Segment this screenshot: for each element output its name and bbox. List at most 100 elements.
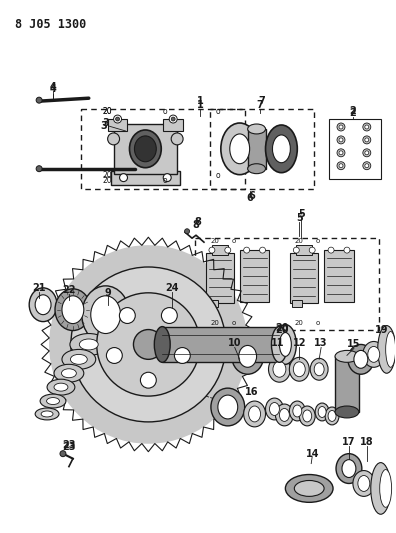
Ellipse shape [154, 327, 170, 362]
Ellipse shape [41, 411, 53, 417]
Ellipse shape [239, 345, 257, 367]
Ellipse shape [328, 410, 336, 422]
Bar [329, 119, 381, 179]
Text: 13: 13 [314, 338, 328, 349]
Ellipse shape [54, 365, 84, 382]
Text: 4: 4 [50, 84, 56, 94]
Text: 10: 10 [228, 338, 242, 349]
Bar [163, 119, 183, 131]
Text: 20: 20 [295, 320, 304, 326]
Ellipse shape [35, 295, 51, 314]
Ellipse shape [272, 327, 287, 362]
Text: 24: 24 [166, 283, 179, 293]
Ellipse shape [54, 383, 68, 391]
Ellipse shape [62, 350, 96, 369]
Circle shape [363, 123, 371, 131]
Text: o: o [232, 320, 236, 326]
Text: 20: 20 [103, 107, 112, 116]
Circle shape [169, 115, 177, 123]
Text: 15: 15 [347, 340, 361, 350]
Ellipse shape [274, 325, 296, 365]
Text: o: o [215, 171, 220, 180]
Circle shape [365, 164, 369, 168]
Circle shape [60, 451, 66, 457]
Ellipse shape [294, 480, 324, 496]
Bar [212, 245, 228, 255]
Ellipse shape [353, 471, 375, 496]
Circle shape [108, 133, 120, 145]
Bar [108, 119, 128, 131]
Text: 21: 21 [32, 283, 46, 293]
Ellipse shape [380, 470, 392, 507]
Text: 23: 23 [62, 440, 76, 450]
Circle shape [162, 308, 177, 324]
Circle shape [363, 161, 371, 169]
Circle shape [365, 125, 369, 129]
Bar [296, 245, 312, 255]
Ellipse shape [335, 406, 359, 418]
Ellipse shape [266, 125, 297, 173]
Circle shape [36, 97, 42, 103]
Ellipse shape [266, 398, 284, 420]
Bar [110, 171, 180, 184]
Text: 1: 1 [196, 96, 204, 106]
Ellipse shape [232, 338, 263, 374]
Ellipse shape [363, 342, 385, 367]
Ellipse shape [244, 401, 266, 427]
Ellipse shape [336, 454, 362, 483]
Text: 6: 6 [246, 193, 253, 204]
Ellipse shape [62, 296, 84, 324]
Circle shape [120, 308, 135, 324]
Bar [206, 253, 234, 303]
Circle shape [49, 245, 248, 444]
Circle shape [141, 372, 156, 388]
Ellipse shape [293, 362, 305, 377]
Ellipse shape [249, 406, 261, 422]
Circle shape [328, 247, 334, 253]
Text: 8: 8 [192, 220, 200, 230]
Bar [210, 109, 314, 189]
Text: 2: 2 [350, 108, 356, 118]
Ellipse shape [218, 395, 238, 419]
Ellipse shape [268, 357, 290, 382]
Text: 8 J05 1300: 8 J05 1300 [15, 18, 87, 31]
Text: 23: 23 [62, 442, 76, 452]
Ellipse shape [221, 123, 259, 175]
Ellipse shape [358, 475, 370, 491]
Text: o: o [316, 320, 320, 326]
Circle shape [97, 293, 200, 396]
Ellipse shape [286, 474, 333, 502]
Text: o: o [163, 175, 168, 184]
Ellipse shape [315, 403, 329, 421]
Ellipse shape [310, 358, 328, 380]
Text: 9: 9 [104, 288, 111, 298]
Ellipse shape [378, 326, 396, 373]
Text: 7: 7 [258, 96, 265, 106]
Ellipse shape [230, 134, 249, 164]
Text: 20: 20 [276, 322, 289, 333]
Ellipse shape [272, 135, 290, 163]
Bar [81, 109, 245, 189]
Text: 19: 19 [375, 325, 388, 335]
Ellipse shape [354, 350, 368, 368]
Text: 14: 14 [305, 449, 319, 459]
Circle shape [174, 348, 190, 364]
Bar [162, 327, 280, 362]
Circle shape [71, 267, 226, 422]
Circle shape [185, 229, 190, 234]
Ellipse shape [342, 459, 356, 478]
Circle shape [337, 161, 345, 169]
Ellipse shape [82, 286, 129, 343]
Text: 5: 5 [296, 213, 303, 223]
Text: o: o [316, 238, 320, 244]
Ellipse shape [368, 346, 380, 362]
Text: 7: 7 [256, 100, 263, 110]
Circle shape [209, 247, 215, 253]
Ellipse shape [70, 334, 108, 356]
Circle shape [339, 151, 343, 155]
Text: 1: 1 [196, 100, 204, 110]
Bar [114, 124, 177, 174]
Bar [240, 250, 270, 302]
Ellipse shape [289, 401, 305, 421]
Ellipse shape [47, 379, 75, 395]
